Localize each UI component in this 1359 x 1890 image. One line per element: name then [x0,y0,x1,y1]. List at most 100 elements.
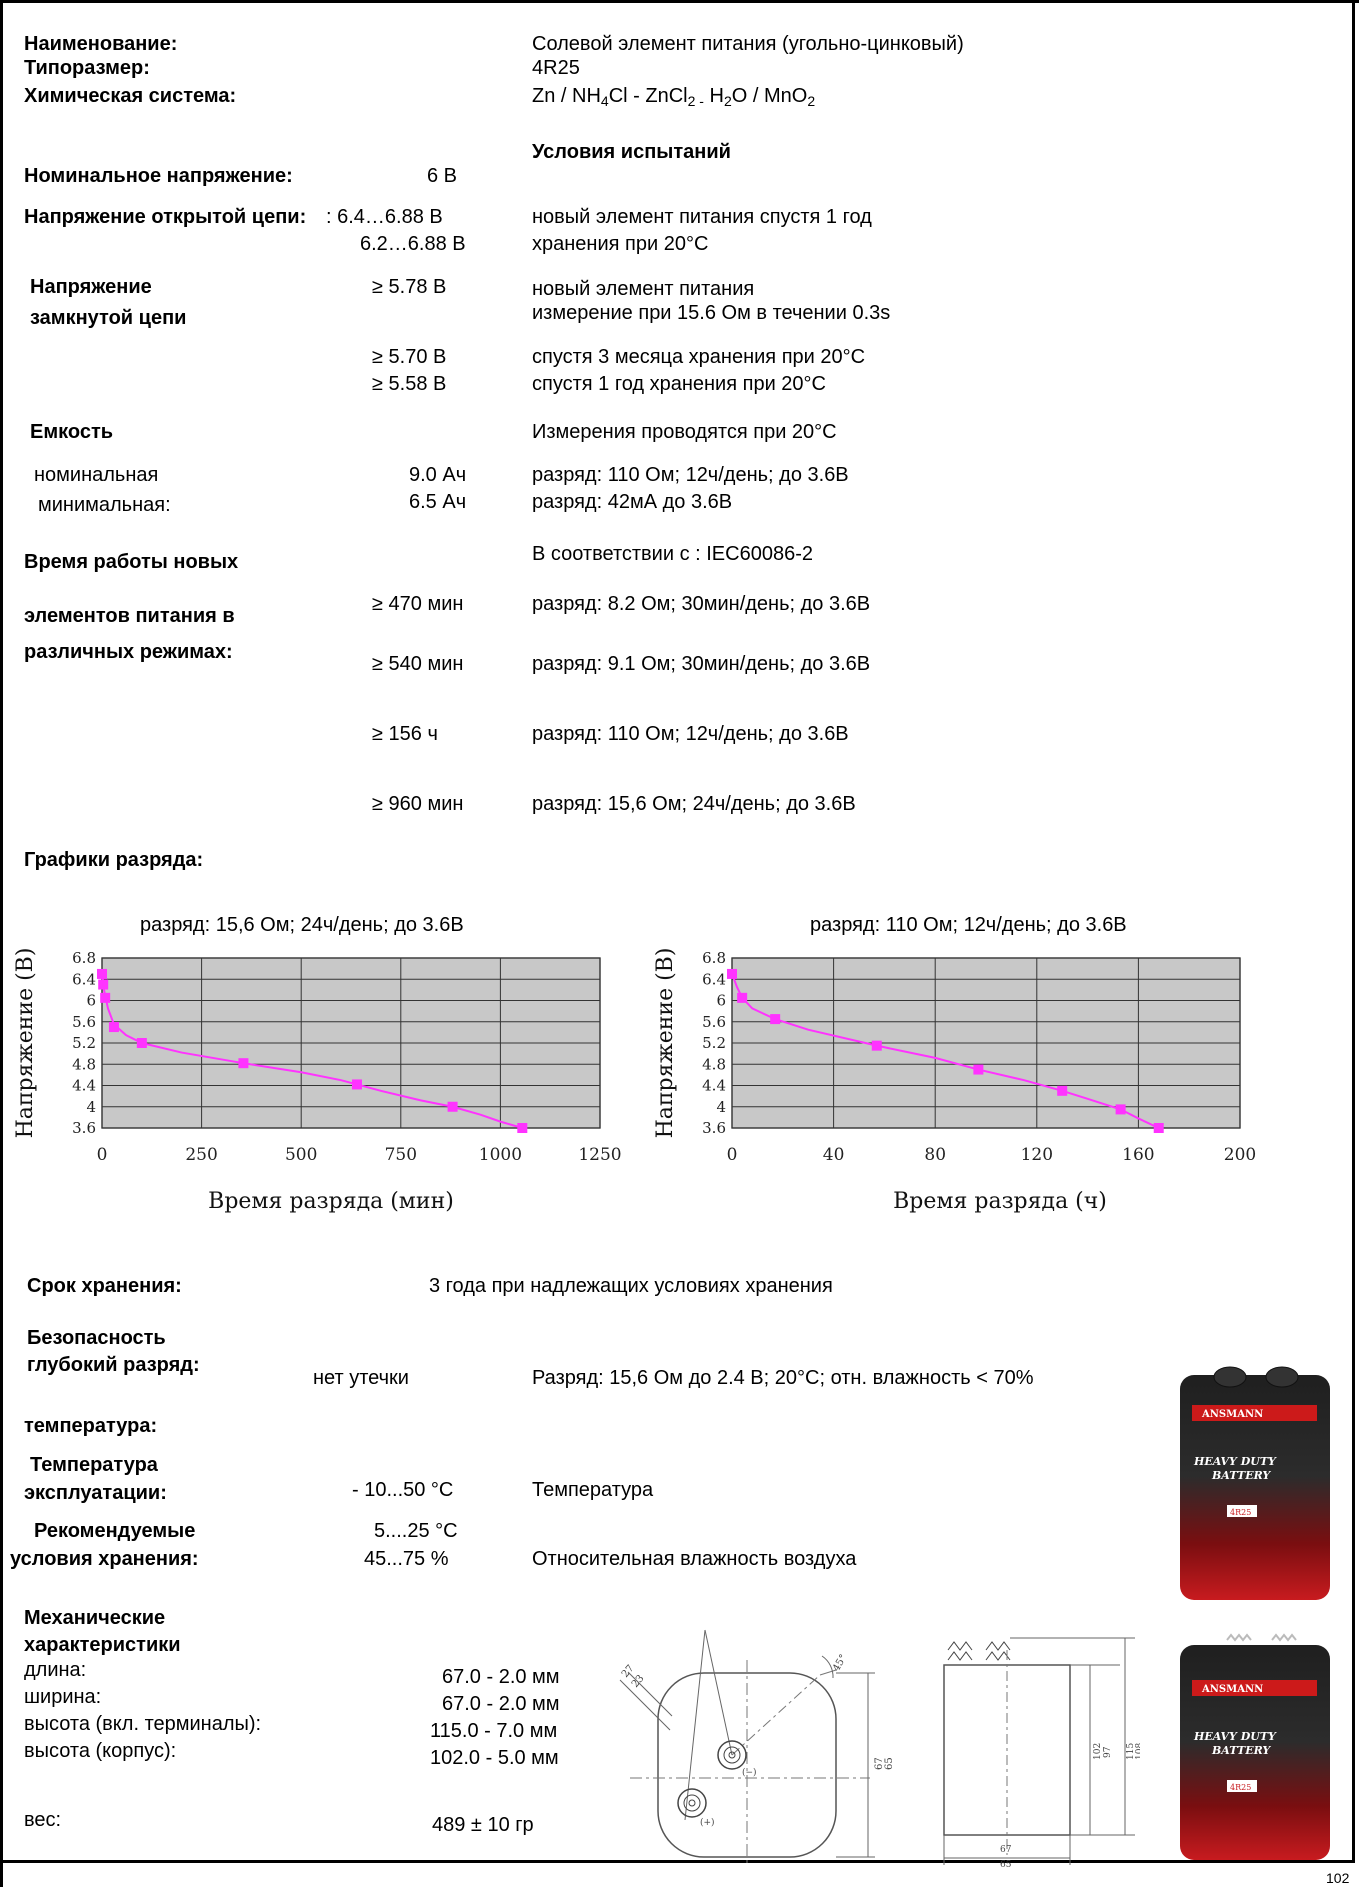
y-tick-label: 5.2 [72,1034,96,1052]
y-tick-label: 6 [86,992,96,1010]
x-tick-label: 0 [97,1145,108,1165]
dim-line [627,1671,673,1717]
y-tick-label: 6.8 [702,949,726,967]
storage-label-2: условия хранения: [10,1548,199,1570]
x-tick-label: 120 [1021,1145,1053,1165]
battery-terminal-knob [1213,1366,1247,1388]
operating-temp-cond: Температура [532,1479,654,1501]
x-tick-label: 0 [727,1145,738,1165]
storage-temp-value: 5....25 °C [374,1520,458,1542]
chem-sub: 2 [723,93,732,109]
temperature-label: температура: [24,1415,158,1437]
terminal-line [704,1629,733,1756]
open-circuit-cond-2: хранения при 20°C [532,233,709,255]
capacity-min-value: 6.5 Ач [409,491,467,513]
x-tick-label: 250 [185,1145,217,1165]
capacity-nominal-label: номинальная [34,464,159,486]
test-conditions-heading: Условия испытаний [532,141,731,163]
frame-border-left [0,0,3,1887]
battery-body [1180,1645,1330,1860]
runtime-cond: разряд: 15,6 Ом; 24ч/день; до 3.6В [532,793,856,815]
page-number: 102 [1326,1870,1350,1886]
product-line-1: HEAVY DUTY [1193,1455,1277,1468]
runtime-value: ≥ 470 мин [372,593,464,615]
brand-text: ANSMANN [1201,1684,1263,1695]
y-tick-label: 3.6 [702,1119,726,1137]
battery-photo-1: ANSMANN HEAVY DUTY BATTERY 4R25 [1180,1366,1330,1600]
product-line-1: HEAVY DUTY [1193,1730,1277,1743]
data-point [871,1040,882,1051]
closed-circuit-label-1: Напряжение [30,276,152,298]
x-axis-label: Время разряда (ч) [893,1189,1107,1214]
mechanical-label-1: Механические [24,1607,166,1629]
operating-temp-label-1: Температура [30,1454,158,1476]
runtime-value: ≥ 540 мин [372,653,464,675]
dim-w65: 65 [1000,1860,1012,1870]
plus-label: (+) [700,1817,715,1828]
chem-value: Zn / NH4Cl - ZnCl2 - H2O / MnO2 [532,84,815,113]
brand-strip [1192,1405,1317,1421]
data-point [98,979,109,990]
product-line-2: BATTERY [1211,1469,1271,1482]
safety-label: Безопасность [27,1327,166,1349]
plus-terminal [688,1799,696,1807]
chem-part: Cl - ZnCl [608,85,688,107]
brand-text: ANSMANN [1201,1409,1263,1420]
data-point [108,1022,119,1033]
mech-row-label: длина: [24,1659,87,1681]
x-tick-label: 80 [924,1145,946,1165]
dim-108: 108 [1135,1743,1140,1760]
y-tick-label: 4 [86,1098,96,1116]
storage-label-1: Рекомендуемые [34,1520,196,1542]
dim-line [619,1679,671,1731]
deep-discharge-value: нет утечки [313,1367,409,1389]
frame-border-bottom [0,1860,1355,1863]
chart-2-title: разряд: 110 Ом; 12ч/день; до 3.6В [810,914,1127,936]
x-tick-label: 1000 [479,1145,522,1165]
storage-cond: Относительная влажность воздуха [532,1548,857,1570]
plus-terminal [683,1794,701,1812]
mech-row-label: высота (вкл. терминалы): [24,1713,262,1735]
charts-heading: Графики разряда: [24,849,204,871]
open-circuit-value-1: : 6.4…6.88 В [326,206,443,228]
y-tick-label: 5.6 [72,1013,96,1031]
dim-67: 67 [874,1757,885,1770]
closed-circuit-c3: спустя 1 год хранения при 20°C [532,373,826,395]
x-tick-label: 40 [823,1145,845,1165]
y-tick-label: 4.8 [72,1055,96,1073]
runtime-standard: В соответствии с : IEC60086-2 [532,543,813,565]
capacity-cond: Измерения проводятся при 20°C [532,421,837,443]
dim-115: 115 [1126,1743,1136,1760]
y-axis-label: Напряжение (В) [653,948,678,1139]
brand-strip [1192,1680,1317,1696]
closed-circuit-v3: ≥ 5.58 В [372,373,447,395]
closed-circuit-v2: ≥ 5.70 В [372,346,447,368]
size-value: 4R25 [532,57,580,79]
closed-circuit-label-2: замкнутой цепи [30,307,187,329]
data-point [136,1038,147,1048]
series-line [101,971,523,1129]
data-point [737,992,748,1003]
y-tick-label: 4 [716,1098,726,1116]
mechanical-label-2: характеристики [24,1634,181,1656]
open-circuit-label: Напряжение открытой цепи: [24,206,307,228]
chem-part: O / MnO [731,85,808,107]
y-tick-label: 4.4 [72,1077,96,1095]
mech-row-value: 67.0 - 2.0 мм [442,1693,560,1715]
chem-sub: 2 [807,93,816,109]
data-point [351,1079,362,1090]
y-tick-label: 6.4 [702,970,726,988]
shelf-life-label: Срок хранения: [27,1275,182,1297]
capacity-min-label: минимальная: [38,494,171,516]
runtime-cond: разряд: 9.1 Ом; 30мин/день; до 3.6В [532,653,871,675]
size-badge-text: 4R25 [1230,1508,1251,1517]
capacity-label: Емкость [30,421,114,443]
runtime-label-1: Время работы новых [24,551,239,573]
x-axis-label: Время разряда (мин) [208,1189,454,1214]
top-view-drawing: (−) (+) 45° 27 23 67 65 [619,1629,895,1867]
capacity-nominal-value: 9.0 Ач [409,464,467,486]
data-point [238,1058,249,1069]
runtime-cond: разряд: 8.2 Ом; 30мин/день; до 3.6В [532,593,871,615]
spring-terminal [985,1641,1011,1661]
